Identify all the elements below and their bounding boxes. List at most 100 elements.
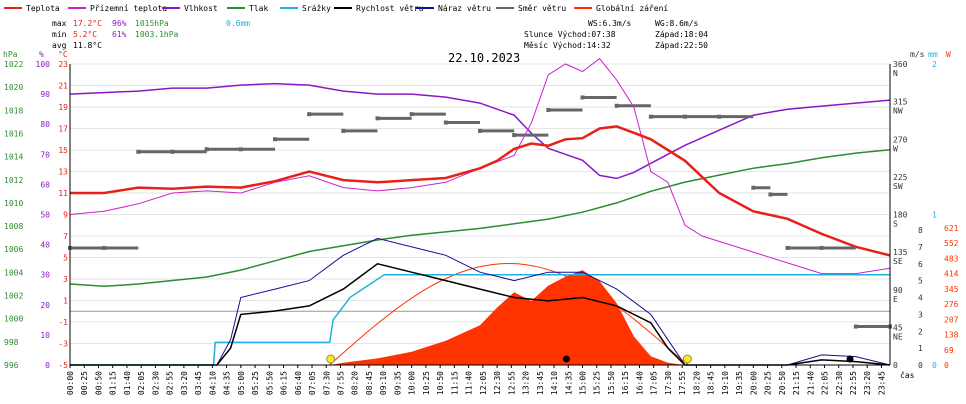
legend-item-zareni: Globální záření [574,4,668,13]
tick-direction: 270 [893,135,908,144]
tick-time: 11:40 [465,371,474,395]
stats-min-label: min [52,30,67,39]
tick-time: 11:15 [450,371,459,395]
astro-moon: Měsíc Východ:14:32 [524,41,611,50]
tick-hpa: 1022 [4,60,23,69]
astro-block: WS:6.3m/s WG:8.6m/s Slunce Východ:07:38 … [524,19,708,50]
tick-degc: 11 [58,189,68,198]
tick-time: 21:40 [806,371,815,395]
tick-w: 414 [944,270,959,279]
tick-mm: 0 [932,361,937,370]
tick-w: 138 [944,331,959,340]
tick-time: 03:45 [194,371,203,395]
tick-compass: NW [893,107,903,116]
tick-w: 0 [944,361,949,370]
tick-time: 09:10 [379,371,388,395]
tick-pct: 70 [40,150,50,159]
tick-direction: 90 [893,286,903,295]
tick-compass: S [893,220,898,229]
tick-w: 69 [944,346,954,355]
grid [70,63,890,366]
tick-direction: 135 [893,248,908,257]
tick-hpa: 1016 [4,129,23,138]
tick-hpa: 996 [4,361,19,370]
tick-time: 13:20 [522,371,531,395]
tick-time: 20:25 [764,371,773,395]
tick-time: 15:00 [579,371,588,395]
tick-time: 01:40 [123,371,132,395]
tick-mm: 2 [932,60,937,69]
tick-time: 15:50 [607,371,616,395]
tick-hpa: 1014 [4,153,23,162]
legend-item-vlhkost: Vlhkost [162,4,218,13]
tick-compass: W [893,144,898,153]
tick-time: 23:20 [863,371,872,395]
series-teplota [70,125,891,257]
astro-wg: WG:8.6m/s [655,19,699,28]
tick-hpa: 1000 [4,315,23,324]
stats-max-temp: 17.2°C [73,19,102,28]
tick-time: 22:30 [835,371,844,395]
tick-time: 06:40 [294,371,303,395]
tick-time: 20:50 [778,371,787,395]
tick-time: 09:35 [393,371,402,395]
legend-item-prizemni: Přízemní teplota [68,4,167,13]
tick-time: 10:25 [422,371,431,395]
tick-time: 16:15 [621,371,630,395]
plot-area [68,57,892,366]
tick-pct: 90 [40,90,50,99]
tick-degc: 9 [63,211,68,220]
tick-time: 17:30 [664,371,673,395]
astro-moonset: Západ:22:50 [655,41,708,50]
tick-time: 13:45 [536,371,545,395]
sunset-marker [682,354,692,364]
tick-compass: NE [893,332,903,341]
series-vlhkost [69,82,891,180]
tick-w: 345 [944,285,959,294]
tick-w: 483 [944,254,959,263]
tick-time: 05:00 [237,371,246,395]
astro-sun: Slunce Východ:07:38 [524,30,616,39]
tick-time: 02:05 [137,371,146,395]
tick-time: 06:15 [280,371,289,395]
tick-time: 23:45 [877,371,886,395]
tick-hpa: 1004 [4,268,23,277]
tick-pct: 80 [40,120,50,129]
tick-time: 03:20 [180,371,189,395]
tick-hpa: 1002 [4,292,23,301]
tick-hpa: 1020 [4,83,23,92]
tick-time: 07:30 [322,371,331,395]
tick-time: 04:35 [223,371,232,395]
axis-title-degc: °C [58,50,68,59]
tick-direction: 45 [893,323,903,332]
legend-label: Teplota [26,4,60,13]
tick-time: 00:50 [94,371,103,395]
legend-label: Přízemní teplota [90,4,167,13]
tick-hpa: 1010 [4,199,23,208]
stats-min-hum: 61% [112,30,127,39]
tick-time: 10:50 [436,371,445,395]
tick-hpa: 998 [4,338,19,347]
tick-w: 621 [944,224,959,233]
tick-time: 04:10 [208,371,217,395]
astro-ws: WS:6.3m/s [588,19,632,28]
tick-pct: 100 [36,60,51,69]
legend-label: Vlhkost [184,4,218,13]
tick-compass: N [893,69,898,78]
tick-compass: SE [893,257,903,266]
tick-time: 08:20 [351,371,360,395]
tick-ms: 2 [918,327,923,336]
tick-degc: -3 [58,340,68,349]
legend-item-teplota: Teplota [4,4,60,13]
stats-rain: 0.6mm [226,19,250,28]
legend: Teplota Přízemní teplota Vlhkost Tlak Srážky… [4,4,668,13]
stats-min-press: 1003.1hPa [135,30,179,39]
tick-hpa: 1018 [4,106,23,115]
series-zareni-theoretical [329,262,689,366]
astro-sunset: Západ:18:04 [655,30,708,39]
tick-ms: 3 [918,310,923,319]
tick-w: 552 [944,239,959,248]
tick-ms: 6 [918,260,923,269]
